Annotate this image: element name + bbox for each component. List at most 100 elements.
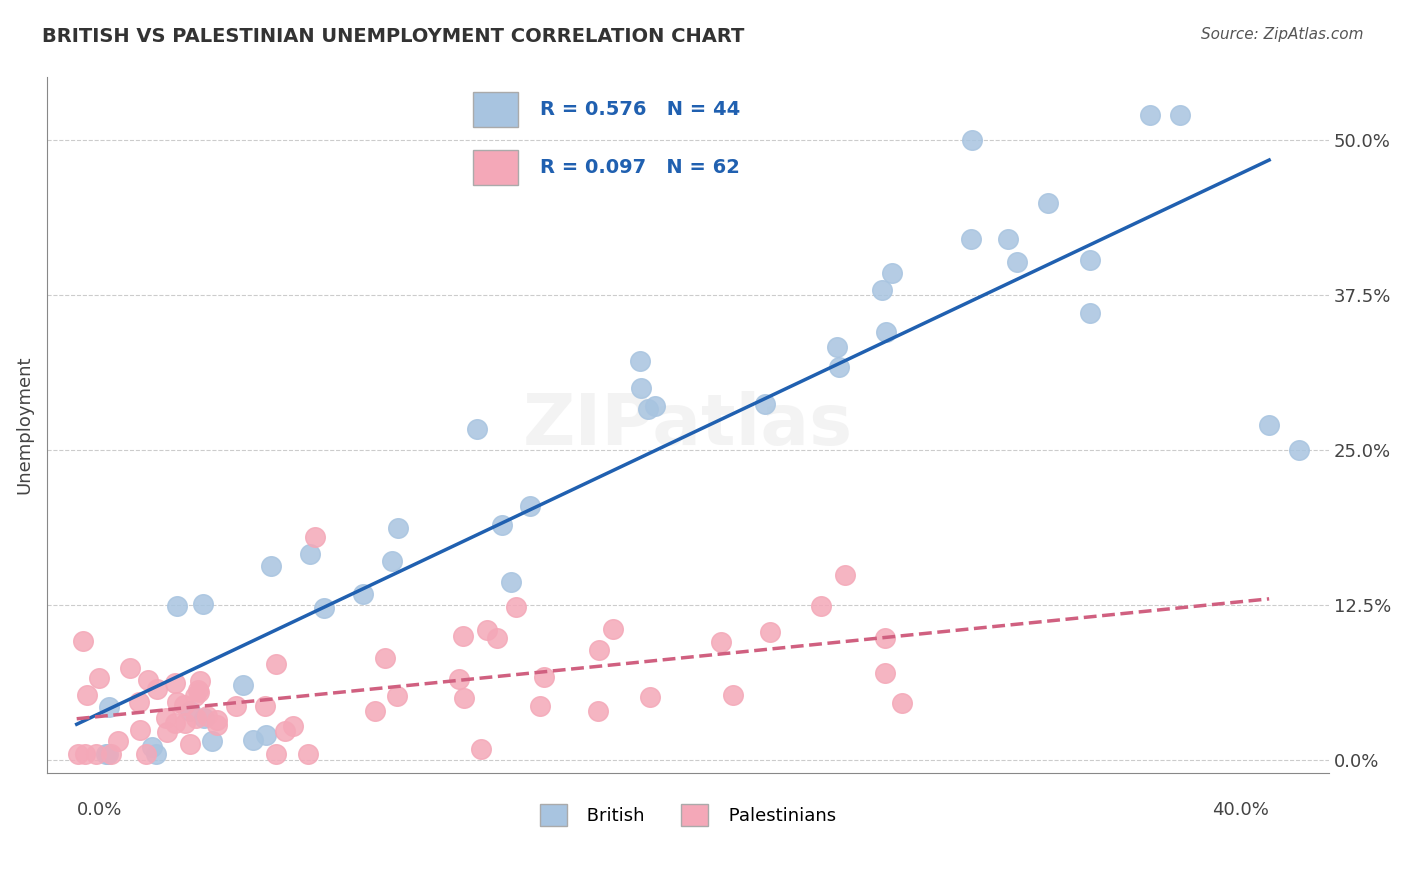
Point bbox=[201, 734, 224, 748]
Point bbox=[174, 715, 197, 730]
Point bbox=[141, 740, 163, 755]
Point bbox=[453, 691, 475, 706]
Point bbox=[710, 635, 733, 649]
Point bbox=[453, 629, 475, 643]
Point bbox=[374, 651, 396, 665]
Point bbox=[97, 699, 120, 714]
Point bbox=[254, 699, 277, 714]
Point bbox=[533, 669, 555, 683]
Point bbox=[602, 623, 624, 637]
Point bbox=[100, 747, 122, 761]
Point bbox=[960, 232, 983, 246]
Text: R = 0.097   N = 62: R = 0.097 N = 62 bbox=[540, 158, 741, 177]
Point bbox=[184, 689, 207, 703]
Point bbox=[380, 554, 402, 568]
Point bbox=[97, 747, 120, 761]
Point bbox=[156, 724, 179, 739]
Point bbox=[529, 698, 551, 713]
Point bbox=[870, 283, 893, 297]
Point bbox=[1288, 442, 1310, 457]
Point bbox=[193, 711, 215, 725]
Point bbox=[242, 733, 264, 747]
Point bbox=[225, 698, 247, 713]
Point bbox=[644, 400, 666, 414]
Point bbox=[485, 631, 508, 645]
Point bbox=[810, 599, 832, 614]
Point bbox=[163, 676, 186, 690]
Point bbox=[135, 747, 157, 761]
Point bbox=[352, 587, 374, 601]
Point bbox=[501, 575, 523, 590]
Point bbox=[630, 381, 652, 395]
Point bbox=[875, 325, 897, 339]
Point bbox=[314, 601, 336, 615]
FancyBboxPatch shape bbox=[472, 150, 517, 185]
Point bbox=[188, 673, 211, 688]
Point bbox=[136, 673, 159, 687]
Point bbox=[73, 747, 96, 761]
Point bbox=[193, 598, 215, 612]
Point bbox=[76, 689, 98, 703]
Point bbox=[179, 737, 201, 751]
Point bbox=[1168, 108, 1191, 122]
Text: Source: ZipAtlas.com: Source: ZipAtlas.com bbox=[1201, 27, 1364, 42]
Legend:  British,  Palestinians: British, Palestinians bbox=[533, 797, 844, 833]
Point bbox=[297, 747, 319, 761]
Point bbox=[195, 708, 218, 723]
Point bbox=[205, 714, 228, 728]
Y-axis label: Unemployment: Unemployment bbox=[15, 356, 32, 494]
Point bbox=[107, 734, 129, 748]
Point bbox=[875, 666, 897, 681]
Text: 0.0%: 0.0% bbox=[77, 800, 122, 819]
Point bbox=[155, 711, 177, 725]
Point bbox=[264, 657, 287, 672]
Point bbox=[188, 685, 211, 699]
Point bbox=[129, 723, 152, 737]
Point bbox=[758, 624, 780, 639]
Point bbox=[491, 517, 513, 532]
Point bbox=[146, 682, 169, 697]
Point bbox=[128, 695, 150, 709]
Point bbox=[825, 340, 848, 354]
Point bbox=[754, 397, 776, 411]
Point bbox=[875, 631, 897, 645]
Point bbox=[84, 747, 107, 761]
Point bbox=[385, 689, 408, 703]
Point bbox=[266, 747, 288, 761]
Point bbox=[997, 232, 1019, 246]
Point bbox=[465, 421, 488, 435]
FancyBboxPatch shape bbox=[472, 92, 517, 127]
Point bbox=[273, 723, 295, 738]
Point bbox=[304, 530, 326, 544]
Point bbox=[281, 719, 304, 733]
Point bbox=[828, 360, 851, 375]
Point bbox=[1139, 108, 1161, 122]
Point bbox=[254, 728, 277, 742]
Point bbox=[260, 558, 283, 573]
Point bbox=[638, 690, 661, 704]
Point bbox=[1005, 255, 1028, 269]
Point bbox=[387, 521, 409, 535]
Point bbox=[166, 695, 188, 709]
Text: BRITISH VS PALESTINIAN UNEMPLOYMENT CORRELATION CHART: BRITISH VS PALESTINIAN UNEMPLOYMENT CORR… bbox=[42, 27, 745, 45]
Point bbox=[447, 672, 470, 686]
Point bbox=[179, 704, 201, 718]
Point bbox=[1036, 196, 1059, 211]
Point bbox=[163, 716, 186, 731]
Point bbox=[187, 682, 209, 697]
Point bbox=[87, 671, 110, 685]
Point bbox=[145, 747, 167, 761]
Point bbox=[475, 623, 498, 637]
Point bbox=[1078, 253, 1101, 268]
Text: 40.0%: 40.0% bbox=[1212, 800, 1270, 819]
Point bbox=[586, 704, 609, 718]
Point bbox=[118, 661, 141, 675]
Point bbox=[1078, 306, 1101, 320]
Point bbox=[205, 718, 228, 732]
Point bbox=[299, 547, 322, 561]
Point bbox=[960, 133, 983, 147]
Point bbox=[834, 567, 856, 582]
Point bbox=[166, 599, 188, 613]
Point bbox=[505, 600, 527, 615]
Point bbox=[890, 697, 912, 711]
